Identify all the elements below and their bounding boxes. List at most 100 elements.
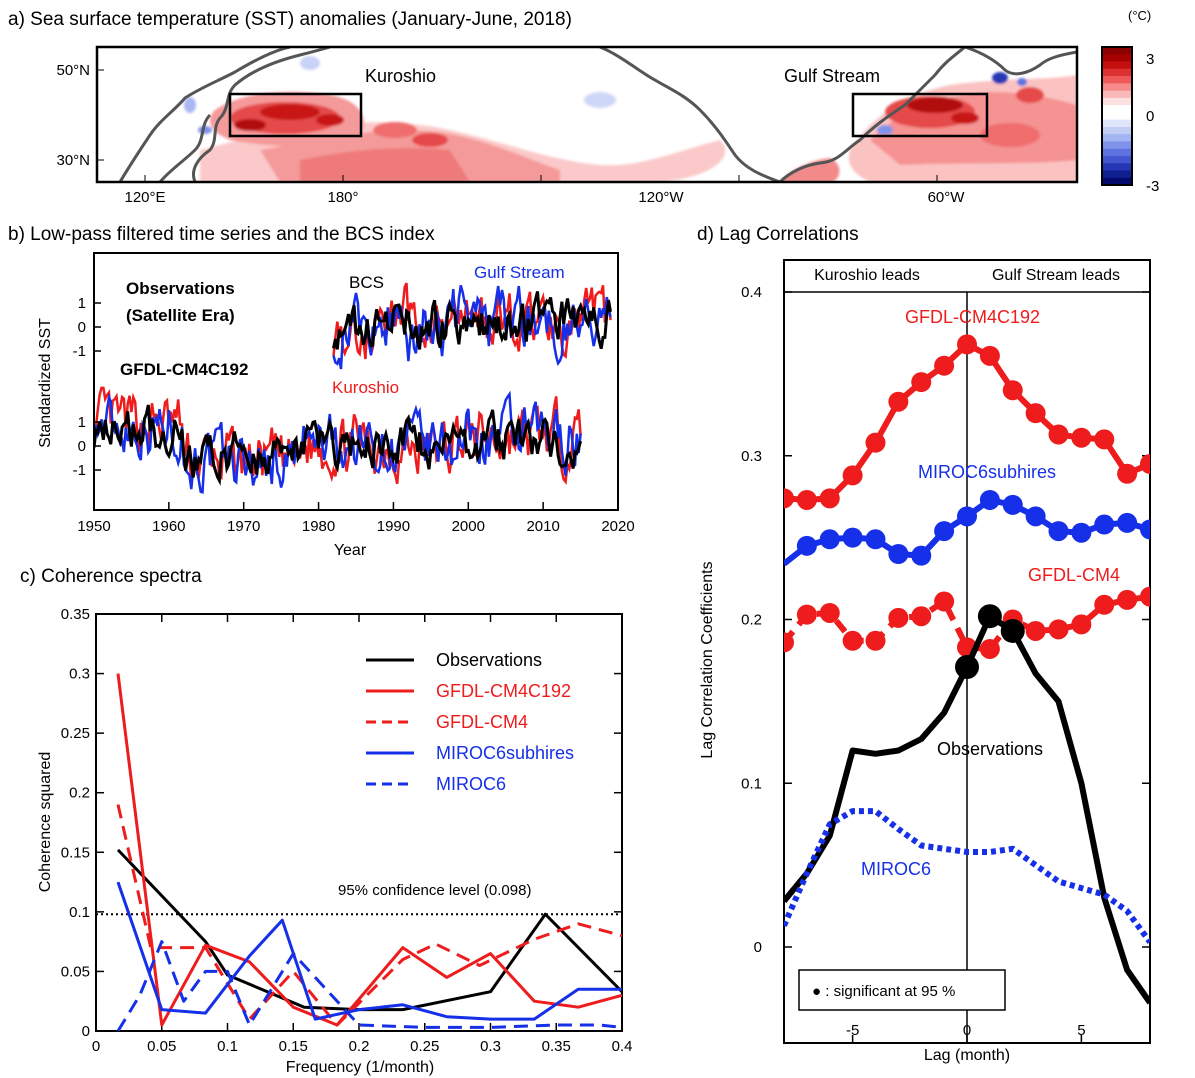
d-ytick-label: 0 — [754, 939, 762, 956]
panel-b-frame — [93, 252, 619, 511]
significant-dot — [1140, 519, 1150, 540]
bcs-model-line — [94, 404, 583, 486]
obs-label: Observations — [126, 279, 235, 298]
colorbar-tick: -3 — [1146, 178, 1159, 195]
miroc6-label: MIROC6 — [861, 859, 931, 879]
significant-dot — [957, 506, 977, 527]
coherence-line-miroc6subhires — [116, 881, 622, 1021]
significant-dot — [977, 604, 1002, 629]
significant-dot — [865, 529, 886, 550]
significant-dot — [934, 591, 955, 612]
colorbar-swatch — [1102, 90, 1132, 99]
c-xtick-label: 0.4 — [612, 1038, 633, 1055]
panel-a-title: a) Sea surface temperature (SST) anomali… — [8, 9, 572, 30]
c-xtick-label: 0.25 — [410, 1038, 439, 1055]
bcs-label: BCS — [349, 273, 384, 292]
colorbar-swatch — [1102, 61, 1132, 70]
significant-dot — [865, 432, 886, 453]
significant-dot — [796, 604, 817, 625]
map-xtick: 180° — [327, 189, 358, 206]
significant-dot — [888, 607, 909, 628]
significant-dot — [1048, 619, 1069, 640]
d-ytick-label: 0.1 — [741, 775, 762, 792]
significant-dot — [1117, 589, 1138, 610]
c-xtick-label: 0.05 — [147, 1038, 176, 1055]
significant-dot — [819, 529, 840, 550]
significant-dot — [979, 345, 1000, 366]
b-xtick-label: 1960 — [152, 518, 185, 535]
coherence-line-gfdl-cm4 — [116, 804, 622, 1027]
significant-dot — [979, 489, 1000, 510]
significant-dot — [1094, 514, 1115, 535]
colorbar-swatch — [1102, 112, 1132, 121]
significant-dot — [1140, 453, 1150, 474]
b-xtick-label: 2000 — [452, 518, 485, 535]
colorbar-swatch — [1102, 170, 1132, 179]
significant-dot — [911, 545, 932, 566]
lag-correlation-lines — [784, 334, 1150, 1005]
significant-dot — [1094, 429, 1115, 450]
b-ytick-label: 1 — [78, 414, 86, 431]
map-ytick: 30°N — [56, 152, 90, 169]
colorbar-swatch — [1102, 126, 1132, 135]
gfdl-c192-label: GFDL-CM4C192 — [905, 307, 1040, 327]
colorbar-swatch — [1102, 155, 1132, 164]
colorbar-tick: 0 — [1146, 108, 1154, 125]
b-ytick-label: -1 — [73, 343, 86, 360]
time-series-lines — [94, 282, 612, 494]
significant-dot — [1002, 494, 1023, 515]
panel-b-title: b) Low-pass filtered time series and the… — [8, 224, 435, 245]
panel-d-xlabel: Lag (month) — [924, 1047, 1010, 1064]
model-label: GFDL-CM4C192 — [120, 360, 248, 379]
coherence-line-miroc6 — [116, 940, 622, 1031]
coherence-line-gfdl-cm4c192 — [116, 673, 622, 1027]
significant-dot — [796, 489, 817, 510]
panel-d-title: d) Lag Correlations — [697, 224, 859, 245]
c-ytick-label: 0.15 — [61, 844, 90, 861]
significant-dot — [1025, 403, 1046, 424]
c-xtick-label: 0.3 — [480, 1038, 501, 1055]
significant-dot — [1117, 512, 1138, 533]
kuroshio-box — [228, 92, 363, 138]
colorbar — [1102, 47, 1132, 186]
significant-dot — [979, 638, 1000, 659]
map-xtick: 120°W — [638, 189, 684, 206]
gulf-stream-series-label: Gulf Stream — [474, 263, 565, 282]
obs-series-label: Observations — [937, 739, 1043, 759]
gfdl-cm4-label: GFDL-CM4 — [1028, 565, 1120, 585]
d-xtick-label: 0 — [963, 1022, 971, 1039]
panel-b-ylabel: Standardized SST — [37, 318, 54, 448]
significant-dot — [1025, 620, 1046, 641]
c-xtick-label: 0 — [92, 1038, 100, 1055]
significant-dot — [888, 391, 909, 412]
colorbar-swatch — [1102, 119, 1132, 128]
colorbar-frame — [1101, 46, 1133, 186]
b-xtick-label: 1980 — [302, 518, 335, 535]
c-xtick-label: 0.2 — [349, 1038, 370, 1055]
c-ytick-label: 0.2 — [69, 785, 90, 802]
b-ytick-label: 1 — [78, 295, 86, 312]
c-ytick-label: 0.35 — [61, 606, 90, 623]
panel-c-ylabel: Coherence squared — [37, 752, 54, 893]
significant-dot — [819, 488, 840, 509]
panel-b: b) Low-pass filtered time series and the… — [8, 224, 635, 559]
panel-c-title: c) Coherence spectra — [20, 566, 202, 587]
lag-line-miroc6 — [784, 808, 1150, 944]
lag-line-gfdl-cm4 — [784, 593, 1150, 652]
b-xtick-label: 2020 — [601, 518, 634, 535]
significant-dot — [911, 372, 932, 393]
significant-dot — [842, 630, 863, 651]
b-ytick-label: -1 — [73, 462, 86, 479]
map-xtick: 120°E — [124, 189, 165, 206]
b-xtick-label: 2010 — [526, 518, 559, 535]
b-xtick-label: 1970 — [227, 518, 260, 535]
colorbar-tick: 3 — [1146, 51, 1154, 68]
panel-c: c) Coherence spectra 0 0.05 0.1 0.15 0.2 0.25… — [20, 566, 632, 1076]
d-ytick-label: 0.4 — [741, 284, 762, 301]
d-xtick-label: 5 — [1077, 1022, 1085, 1039]
significant-dot — [819, 602, 840, 623]
panel-c-frame — [95, 613, 623, 1032]
bcs-obs-line — [332, 291, 612, 350]
d-xtick-label: -5 — [846, 1022, 859, 1039]
